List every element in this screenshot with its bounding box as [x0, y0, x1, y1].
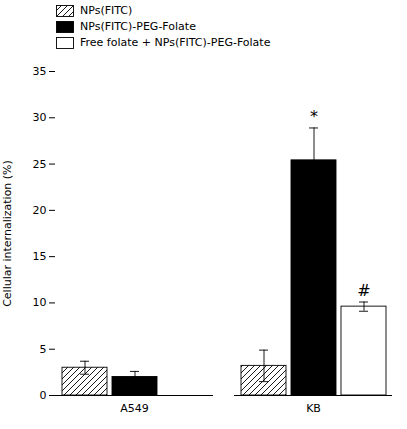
- html-text:Free folate + NPs(FITC)-PEG-Fo: Free folate + NPs(FITC)-PEG-Folate: [80, 36, 271, 49]
- svg-text:20: 20: [33, 204, 47, 217]
- svg-text:10: 10: [33, 296, 47, 309]
- svg-text:KB: KB: [306, 402, 321, 415]
- svg-text:A549: A549: [120, 402, 149, 415]
- svg-text:*: *: [310, 107, 318, 126]
- html-text:NPs(FITC): NPs(FITC): [80, 4, 133, 17]
- svg-text:30: 30: [33, 111, 47, 124]
- svg-text:15: 15: [33, 250, 47, 263]
- svg-text:25: 25: [33, 158, 47, 171]
- svg-text:Cellular internalization (%): Cellular internalization (%): [1, 160, 14, 307]
- html-text:NPs(FITC)-PEG-Folate: NPs(FITC)-PEG-Folate: [80, 20, 196, 33]
- svg-text:5: 5: [40, 343, 47, 356]
- svg-text:#: #: [357, 281, 370, 300]
- svg-text:35: 35: [33, 65, 47, 78]
- svg-text:0: 0: [40, 389, 47, 402]
